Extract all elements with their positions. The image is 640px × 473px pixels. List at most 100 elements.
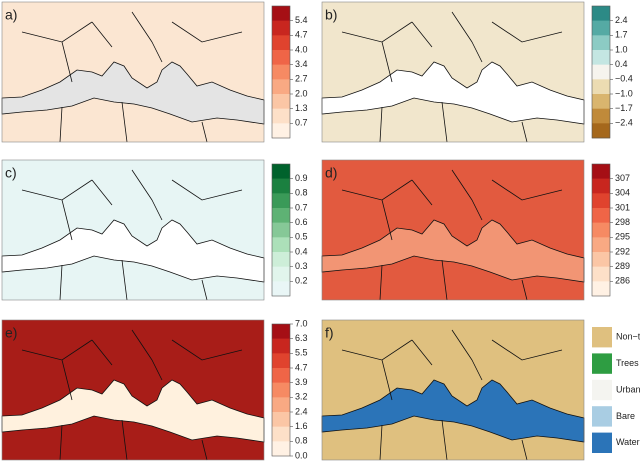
colorbar-swatch [272, 164, 290, 179]
sea [1, 219, 265, 283]
colorbar-swatch [272, 64, 290, 80]
colorbar-swatch [592, 35, 610, 51]
colorbar-tick-label: 2.0 [295, 88, 308, 98]
sea [1, 379, 265, 443]
colorbar-swatch [272, 208, 290, 223]
panel-label: c) [5, 165, 17, 181]
colorbar-tick-label: 2.4 [295, 406, 308, 416]
colorbar-swatch [272, 266, 290, 282]
borders [341, 11, 563, 143]
sea [321, 61, 585, 125]
colorbar-swatch [592, 6, 610, 21]
borders [341, 169, 563, 301]
colorbar-swatch [272, 338, 290, 354]
colorbar-tick-label: 298 [615, 217, 630, 227]
colorbar-tick-label: −2.4 [615, 118, 633, 128]
borders [21, 11, 243, 143]
colorbar-tick-label: 1.7 [615, 30, 628, 40]
colorbar-tick-label: 4.7 [295, 30, 308, 40]
land [322, 320, 584, 460]
legend-label: Water [616, 437, 640, 447]
land [2, 2, 264, 142]
legend-label: Bare [616, 411, 635, 421]
colorbar-tick-label: 5.4 [295, 15, 308, 25]
colorbar-swatch [272, 412, 290, 427]
colorbar-tick-label: 0.7 [295, 202, 308, 212]
colorbar-swatch [592, 108, 610, 124]
colorbar-tick-label: 4.0 [295, 44, 308, 54]
colorbar-swatch [272, 281, 290, 297]
legend-label: Non−tree [616, 332, 640, 342]
colorbar-tick-label: 0.9 [295, 173, 308, 183]
land [322, 160, 584, 300]
colorbar-swatch [592, 79, 610, 95]
colorbar-tick-label: 0.0 [295, 450, 308, 460]
sea [1, 61, 265, 125]
colorbar-tick-label: 0.6 [295, 217, 308, 227]
colorbar-swatch [272, 94, 290, 109]
colorbar-swatch [272, 382, 290, 398]
map-frame [1, 1, 265, 143]
map: a) [1, 1, 265, 143]
legend-swatch [592, 379, 612, 401]
colorbar-swatch [272, 368, 290, 383]
colorbar-swatch [592, 222, 610, 238]
legend-label: Urban [616, 384, 640, 394]
colorbar-swatch [272, 20, 290, 36]
colorbar-swatch [272, 441, 290, 457]
panel-label: f) [325, 325, 334, 341]
colorbar-frame [591, 5, 611, 139]
colorbar-swatch [272, 397, 290, 413]
colorbar-swatch [272, 79, 290, 95]
colorbar-tick-label: 0.3 [295, 261, 308, 271]
map: e) [1, 319, 265, 461]
colorbar-frame [271, 5, 291, 139]
map: f) [321, 319, 585, 461]
colorbar-tick-label: 1.6 [295, 421, 308, 431]
colorbar-tick-label: 3.4 [295, 59, 308, 69]
legend-swatch [592, 406, 612, 427]
colorbar-swatch [272, 222, 290, 238]
colorbar-swatch [272, 123, 290, 139]
panel-label: a) [5, 7, 17, 23]
colorbar-tick-label: 2.4 [615, 15, 628, 25]
colorbar-tick-label: 292 [615, 246, 630, 256]
colorbar-tick-label: −1.0 [615, 88, 633, 98]
colorbar-swatch [592, 50, 610, 65]
colorbar-tick-label: 304 [615, 188, 630, 198]
colorbar-tick-label: 3.2 [295, 392, 308, 402]
colorbar-tick-label: 0.8 [295, 188, 308, 198]
colorbar-swatch [592, 64, 610, 80]
colorbar-swatch [592, 281, 610, 297]
map-frame [1, 159, 265, 301]
map-frame [321, 319, 585, 461]
colorbar-tick-label: 1.0 [615, 44, 628, 54]
panel-label: d) [325, 165, 337, 181]
colorbar-swatch [272, 252, 290, 267]
colorbar-tick-label: −0.4 [615, 74, 633, 84]
colorbar-swatch [272, 35, 290, 51]
colorbar-swatch [272, 426, 290, 442]
colorbar-tick-label: 3.9 [295, 377, 308, 387]
colorbar-swatch [272, 178, 290, 194]
borders [341, 329, 563, 461]
colorbar-tick-label: 295 [615, 232, 630, 242]
colorbar-tick-label: 0.8 [295, 436, 308, 446]
colorbar-swatch [592, 266, 610, 282]
panel-label: b) [325, 7, 337, 23]
land [2, 160, 264, 300]
colorbar-swatch [592, 252, 610, 267]
colorbar-tick-label: 6.3 [295, 333, 308, 343]
panel-label: e) [5, 325, 17, 341]
legend-swatch [592, 432, 612, 453]
colorbar-tick-label: 307 [615, 173, 630, 183]
colorbar-swatch [592, 237, 610, 253]
legend-label: Trees [616, 358, 639, 368]
colorbar-swatch [272, 108, 290, 124]
colorbar-tick-label: 5.5 [295, 348, 308, 358]
colorbar-frame [591, 163, 611, 297]
colorbar-swatch [272, 237, 290, 253]
colorbar-swatch [592, 20, 610, 36]
colorbar-tick-label: 7.0 [295, 318, 308, 328]
map: b) [321, 1, 585, 143]
